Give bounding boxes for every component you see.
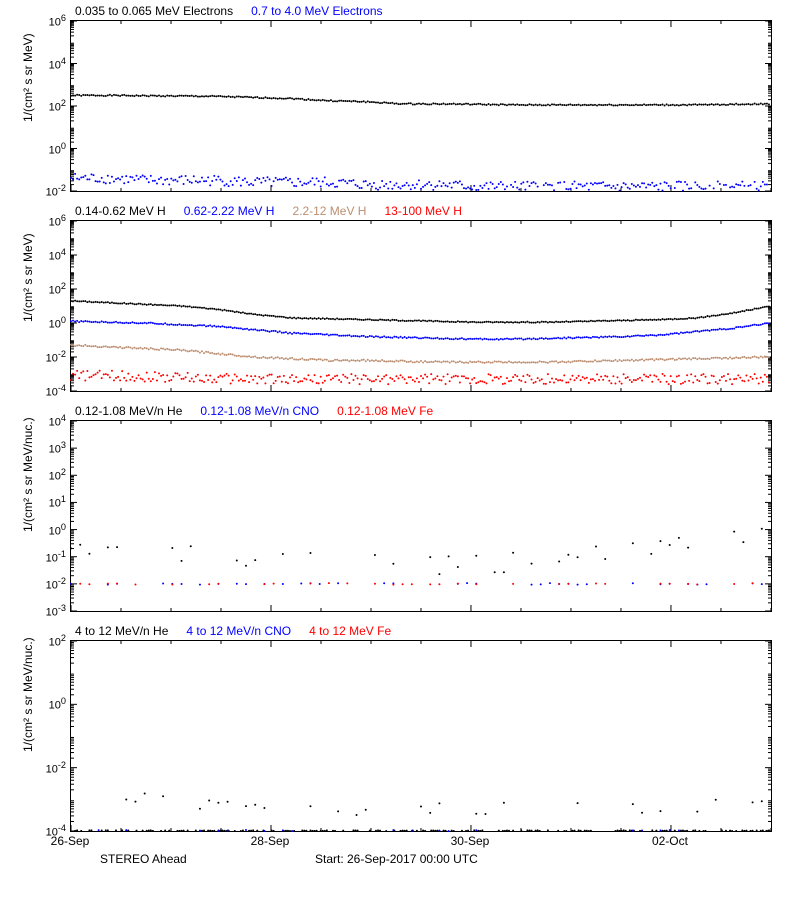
legend-item: 0.7 to 4.0 MeV Electrons [251, 4, 382, 18]
legend-item: 4 to 12 MeV/n CNO [186, 624, 291, 638]
ytick-label: 101 [6, 494, 66, 510]
chart-container: 0.035 to 0.065 MeV Electrons 0.7 to 4.0 M… [0, 0, 800, 900]
ytick-label: 106 [6, 213, 66, 229]
legend-item: 4 to 12 MeV Fe [309, 624, 391, 638]
panel-0-plot [71, 21, 771, 191]
legend-item: 2.2-12 MeV H [292, 204, 366, 218]
legend-item: 4 to 12 MeV/n He [75, 624, 168, 638]
panel-3 [70, 640, 772, 832]
ytick-label: 102 [6, 633, 66, 649]
footer-center: Start: 26-Sep-2017 00:00 UTC [315, 852, 478, 866]
ytick-label: 104 [6, 56, 66, 72]
ytick-label: 10-4 [6, 383, 66, 399]
ytick-label: 104 [6, 247, 66, 263]
footer-left: STEREO Ahead [100, 852, 187, 866]
legend-item: 0.12-1.08 MeV/n He [75, 404, 182, 418]
ytick-label: 102 [6, 467, 66, 483]
ytick-label: 100 [6, 522, 66, 538]
legend-item: 0.62-2.22 MeV H [184, 204, 275, 218]
panel-3-ylabel: 1/(cm² s sr MeV/nuc.) [21, 732, 35, 752]
panel-0-legend: 0.035 to 0.065 MeV Electrons 0.7 to 4.0 M… [75, 4, 401, 18]
panel-2 [70, 420, 772, 612]
ytick-label: 100 [6, 696, 66, 712]
panel-1 [70, 220, 772, 392]
ytick-label: 10-2 [6, 576, 66, 592]
xtick-label: 28-Sep [251, 834, 290, 848]
ytick-label: 10-1 [6, 549, 66, 565]
ytick-label: 10-2 [6, 349, 66, 365]
ytick-label: 102 [6, 98, 66, 114]
legend-item: 0.14-0.62 MeV H [75, 204, 166, 218]
ytick-label: 10-2 [6, 183, 66, 199]
ytick-label: 100 [6, 141, 66, 157]
panel-2-legend: 0.12-1.08 MeV/n He 0.12-1.08 MeV/n CNO 0.1… [75, 404, 451, 418]
ytick-label: 10-2 [6, 760, 66, 776]
ytick-label: 10-3 [6, 603, 66, 619]
panel-1-plot [71, 221, 771, 391]
xtick-label: 26-Sep [51, 834, 90, 848]
ytick-label: 106 [6, 13, 66, 29]
panel-0 [70, 20, 772, 192]
xtick-label: 30-Sep [451, 834, 490, 848]
ytick-label: 104 [6, 413, 66, 429]
panel-1-legend: 0.14-0.62 MeV H 0.62-2.22 MeV H 2.2-12 MeV… [75, 204, 480, 218]
legend-item: 0.12-1.08 MeV Fe [337, 404, 433, 418]
ytick-label: 103 [6, 440, 66, 456]
ytick-label: 100 [6, 315, 66, 331]
panel-2-plot [71, 421, 771, 611]
legend-item: 0.12-1.08 MeV/n CNO [200, 404, 319, 418]
xtick-label: 02-Oct [652, 834, 688, 848]
panel-3-legend: 4 to 12 MeV/n He 4 to 12 MeV/n CNO 4 to 12… [75, 624, 409, 638]
legend-item: 13-100 MeV H [384, 204, 461, 218]
ytick-label: 102 [6, 281, 66, 297]
panel-3-plot [71, 641, 771, 831]
legend-item: 0.035 to 0.065 MeV Electrons [75, 4, 233, 18]
